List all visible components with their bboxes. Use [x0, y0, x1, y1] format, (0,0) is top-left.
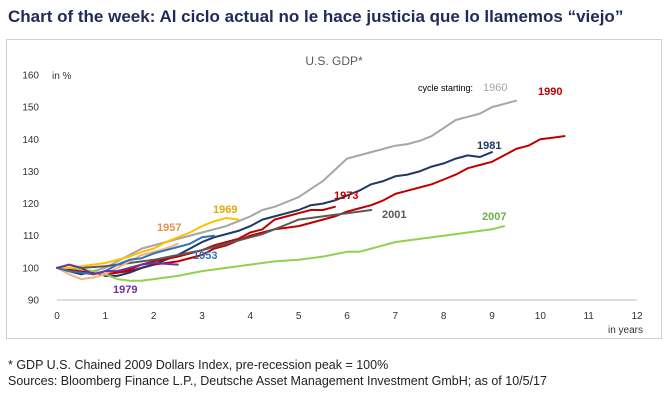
x-tick-label: 6: [344, 311, 350, 322]
series-line-1981: [56, 151, 493, 277]
x-tick-label: 10: [535, 311, 547, 322]
y-tick-label: 90: [28, 296, 40, 307]
series-line-1960: [56, 99, 518, 276]
series-label-1990: 1990: [538, 86, 562, 98]
x-tick-label: 12: [631, 311, 643, 322]
y-tick-label: 120: [22, 199, 39, 210]
series-label-1969: 1969: [213, 204, 237, 216]
footnote: * GDP U.S. Chained 2009 Dollars Index, p…: [8, 358, 389, 372]
series-label-1973: 1973: [334, 190, 358, 202]
y-axis-label: in %: [52, 71, 72, 82]
y-tick-label: 140: [22, 135, 39, 146]
x-tick-label: 5: [296, 311, 302, 322]
series-line-2007: [56, 225, 506, 282]
series-label-1981: 1981: [477, 140, 501, 152]
y-tick-label: 100: [22, 263, 39, 274]
series-label-1979: 1979: [113, 284, 137, 296]
y-tick-label: 110: [23, 231, 39, 242]
x-tick-label: 9: [489, 311, 495, 322]
series-line-1969: [56, 217, 240, 269]
chart-svg: U.S. GDP* in % in years 9010011012013014…: [22, 54, 643, 336]
series-line-1953: [56, 234, 216, 276]
series-line-1957: [56, 242, 179, 281]
x-tick-label: 11: [583, 311, 594, 322]
x-tick-label: 7: [393, 311, 399, 322]
x-tick-label: 1: [103, 311, 109, 322]
series-label-1957: 1957: [157, 222, 181, 234]
page-title: Chart of the week: Al ciclo actual no le…: [8, 7, 624, 26]
y-tick-label: 150: [22, 103, 39, 114]
series-line-1990: [56, 135, 566, 276]
series-line-1979: [56, 262, 179, 276]
sources-note: Sources: Bloomberg Finance L.P., Deutsch…: [8, 374, 547, 388]
x-tick-label: 3: [199, 311, 205, 322]
series-label-1953: 1953: [193, 250, 217, 262]
x-axis-label: in years: [608, 325, 643, 336]
x-tick-label: 8: [441, 311, 447, 322]
legend-note: cycle starting:: [418, 83, 473, 93]
series-label-1960: 1960: [483, 82, 507, 94]
chart-title: U.S. GDP*: [305, 54, 363, 68]
x-tick-label: 0: [54, 311, 60, 322]
series-line-2001: [56, 209, 373, 269]
y-tick-label: 160: [22, 71, 39, 82]
x-tick-label: 2: [151, 311, 157, 322]
series-label-2001: 2001: [382, 209, 406, 221]
y-tick-label: 130: [22, 167, 39, 178]
chart-area: U.S. GDP* in % in years 90 100 110 120 130 14…: [6, 39, 662, 339]
x-tick-label: 4: [248, 311, 254, 322]
series-label-2007: 2007: [482, 211, 506, 223]
